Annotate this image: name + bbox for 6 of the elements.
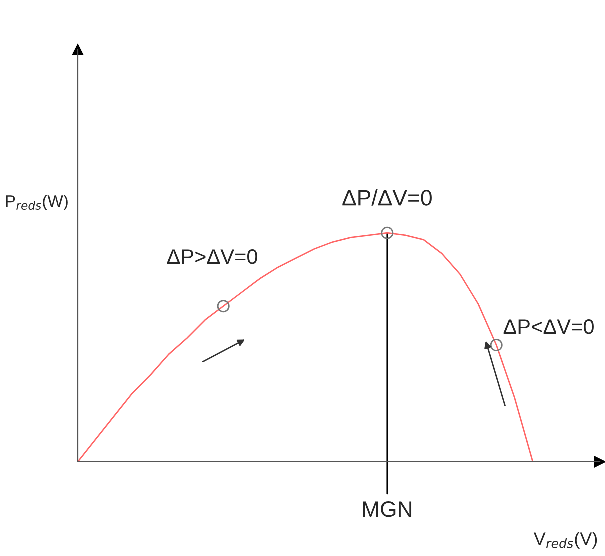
y-axis-title: P$_{reds}$(W) bbox=[6, 195, 68, 211]
text: ΔP/ΔV=0 bbox=[342, 190, 432, 206]
annotation: ΔP>ΔV=0 bbox=[167, 249, 258, 264]
x-axis-title: V$_{reds}$(V) bbox=[534, 532, 598, 549]
annotation: ΔP<ΔV=0 bbox=[504, 320, 594, 334]
text: MGN bbox=[363, 502, 412, 518]
